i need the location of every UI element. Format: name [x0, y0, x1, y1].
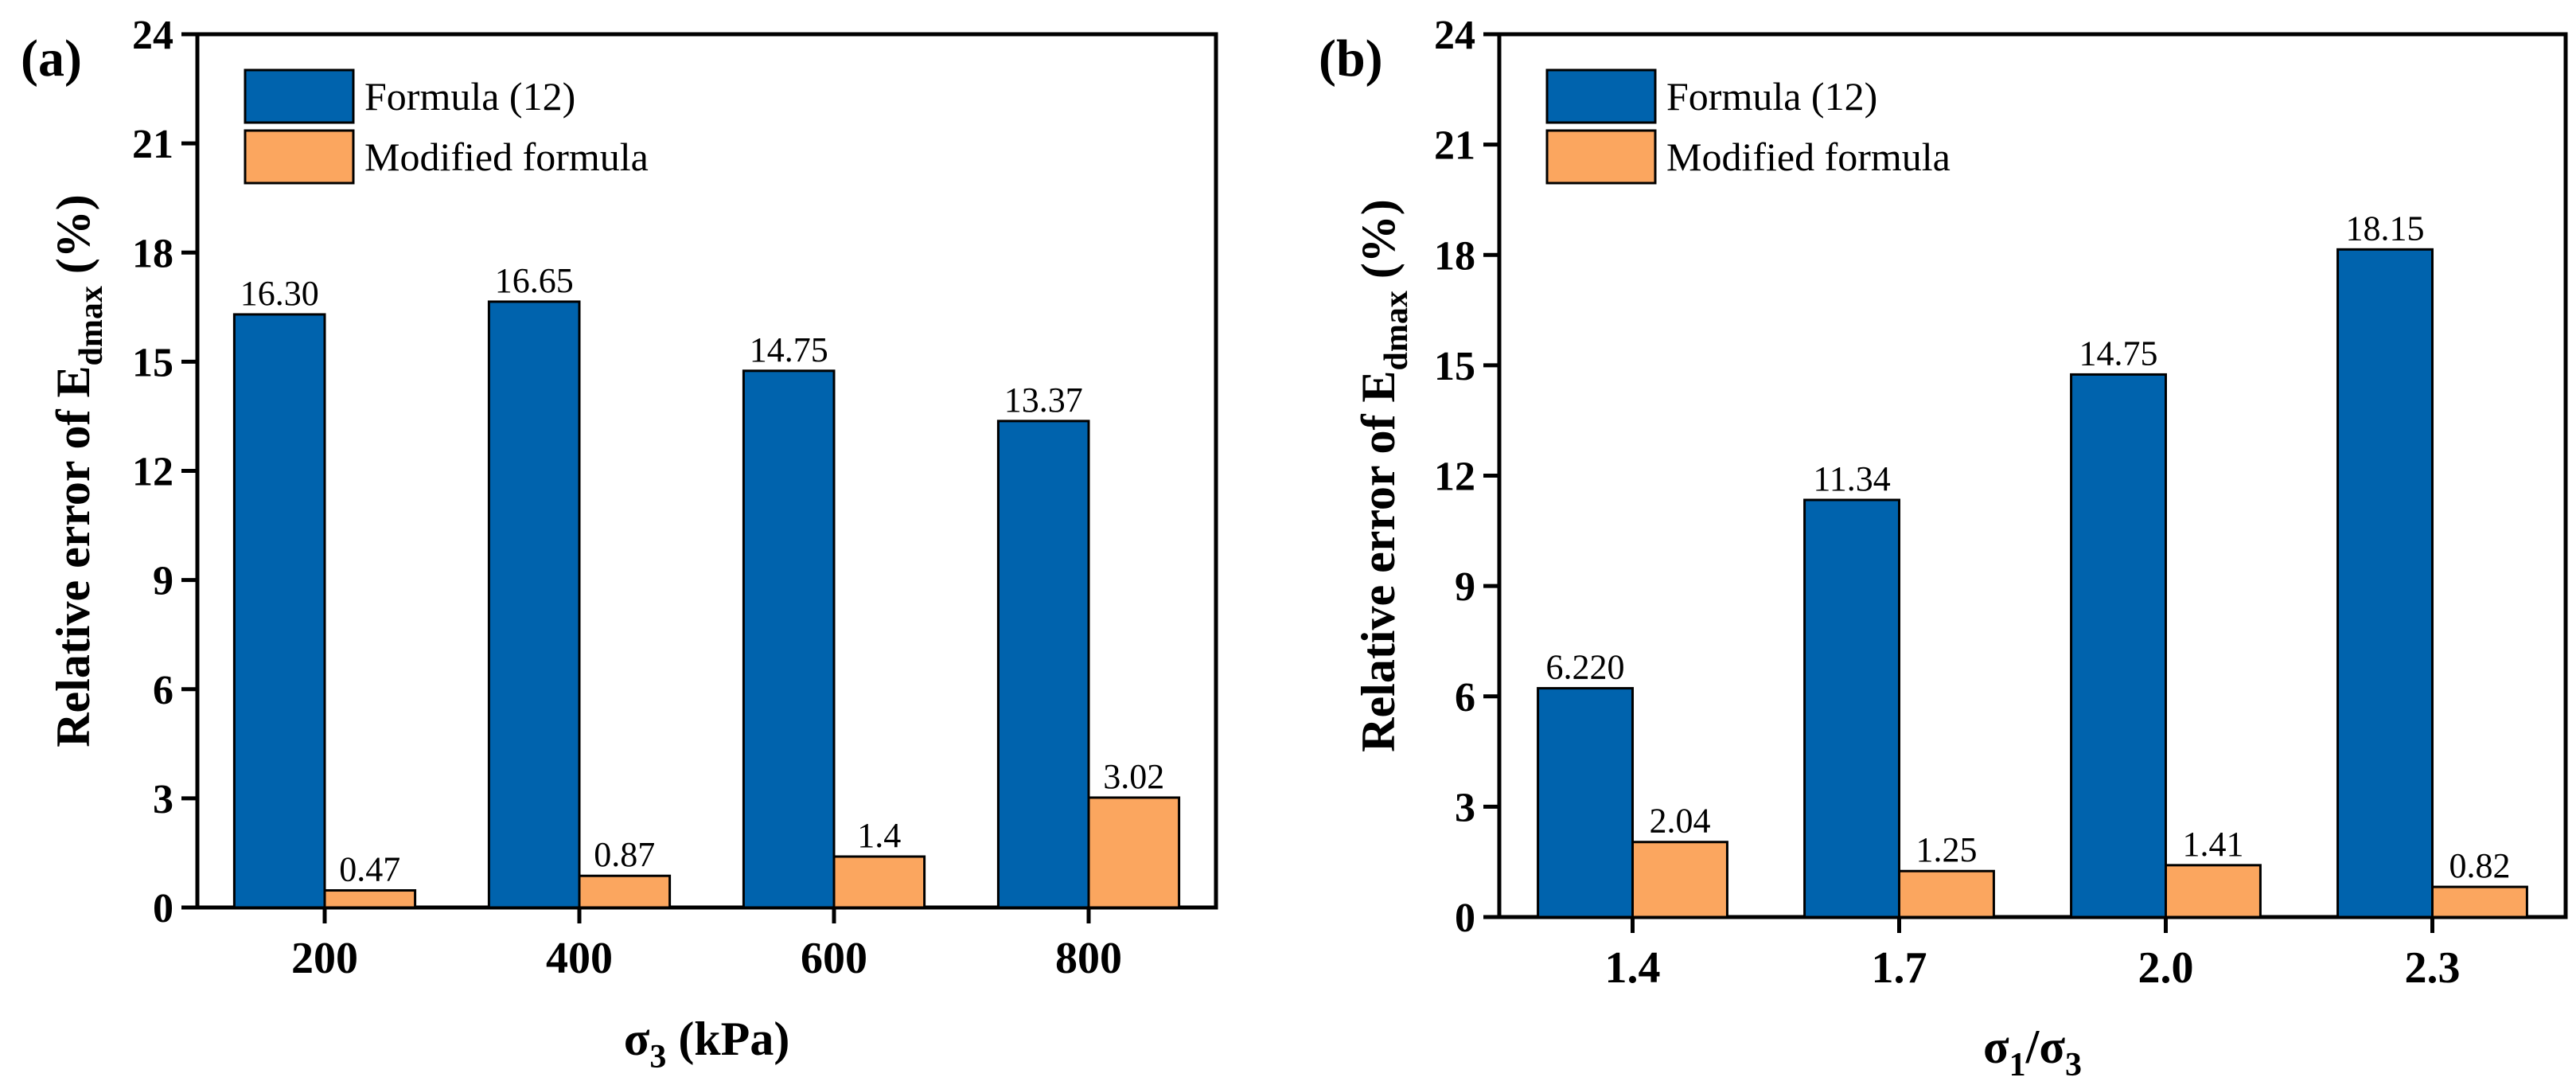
legend-label: Formula (12)	[364, 74, 575, 119]
legend-swatch-formula-12	[244, 68, 355, 124]
x-axis-title-main: σ	[1983, 1021, 2009, 1073]
x-tick-label: 600	[801, 934, 867, 983]
data-label: 0.87	[594, 835, 655, 874]
bar-formula-12	[1537, 687, 1634, 919]
x-axis-title-main: σ	[624, 1013, 650, 1065]
bar-formula-12	[232, 313, 326, 909]
bar-modified-formula	[1087, 796, 1181, 909]
x-axis-title-unit: (kPa)	[666, 1013, 789, 1065]
bar-modified-formula	[1898, 869, 1995, 919]
legend-label: Modified formula	[1666, 135, 1951, 179]
y-tick-label: 9	[153, 559, 173, 604]
data-label: 18.15	[2346, 209, 2425, 248]
y-axis-title-unit: (%)	[47, 194, 99, 286]
bar-modified-formula	[2165, 864, 2262, 919]
y-tick-label: 9	[1455, 564, 1475, 610]
y-axis-title-main: Relative error of E	[1352, 371, 1405, 752]
y-tick-label: 18	[1434, 233, 1475, 279]
y-axis-title: Relative error of Edmax (%)	[47, 194, 110, 747]
y-tick-label: 15	[132, 340, 173, 385]
bar-modified-formula	[1631, 841, 1728, 919]
x-axis-title-subscript-2: 3	[2065, 1047, 2082, 1083]
data-label: 0.82	[2449, 846, 2510, 885]
y-tick-label: 0	[153, 886, 173, 931]
legend-swatch-modified-formula	[1545, 129, 1657, 185]
y-tick-label: 3	[1455, 785, 1475, 830]
y-tick-label: 24	[132, 13, 173, 58]
bar-modified-formula	[323, 889, 417, 909]
data-label: 11.34	[1813, 459, 1890, 498]
y-axis-title-subscript: dmax	[1378, 291, 1415, 370]
x-tick-label: 800	[1055, 934, 1122, 983]
chart-panel-a: 0 3 6 9 12 15 18 21 24 200 16.30 0.47 400 16.65 0.87 60…	[21, 13, 1218, 1075]
x-tick-label: 200	[291, 934, 358, 983]
data-label: 16.65	[495, 261, 574, 300]
chart-panel-b: 0 3 6 9 12 15 18 21 24 1.4 6.220 2.04 1.7 11.34 1.25 2.…	[1319, 13, 2568, 1083]
x-axis-title: σ3 (kPa)	[624, 1013, 790, 1075]
legend-label: Modified formula	[364, 135, 649, 179]
data-label: 3.02	[1103, 757, 1164, 796]
data-label: 2.04	[1649, 802, 1710, 841]
y-tick-label: 15	[1434, 344, 1475, 389]
x-axis-title-subscript: 3	[649, 1039, 666, 1075]
y-axis-title: Relative error of Edmax (%)	[1352, 199, 1415, 752]
y-axis-title-unit: (%)	[1352, 199, 1405, 291]
data-label: 13.37	[1004, 381, 1083, 420]
bar-modified-formula	[832, 855, 926, 909]
x-axis-title-mid: /σ	[2025, 1021, 2066, 1073]
data-label: 1.25	[1915, 830, 1977, 869]
bar-formula-12	[996, 420, 1090, 909]
y-tick-label: 6	[1455, 675, 1475, 720]
y-tick-label: 21	[1434, 123, 1475, 169]
legend-label: Formula (12)	[1666, 74, 1877, 119]
x-tick-label: 1.4	[1605, 943, 1661, 993]
data-label: 14.75	[750, 330, 828, 369]
y-tick-label: 12	[132, 450, 173, 495]
y-tick-label: 18	[132, 231, 173, 276]
x-tick-label: 1.7	[1872, 943, 1927, 993]
panel-label: (a)	[21, 29, 82, 88]
bar-modified-formula	[578, 874, 672, 909]
bar-formula-12	[742, 369, 836, 909]
y-tick-label: 6	[153, 668, 173, 713]
bar-modified-formula	[2431, 885, 2528, 919]
bar-formula-12	[2336, 248, 2434, 919]
data-label: 6.220	[1546, 648, 1625, 687]
y-tick-label: 0	[1455, 896, 1475, 941]
y-axis-title-main: Relative error of E	[47, 366, 99, 747]
x-tick-label: 2.3	[2405, 943, 2461, 993]
x-axis-title: σ1/σ3	[1983, 1021, 2082, 1083]
panel-label: (b)	[1319, 29, 1383, 88]
y-tick-label: 24	[1434, 13, 1475, 58]
y-tick-label: 12	[1434, 455, 1475, 500]
data-label: 14.75	[2079, 334, 2158, 373]
legend-swatch-modified-formula	[244, 129, 355, 185]
bar-formula-12	[1803, 498, 1900, 919]
y-tick-label: 3	[153, 777, 173, 822]
data-label: 1.4	[857, 816, 901, 855]
x-tick-label: 2.0	[2138, 943, 2194, 993]
data-label: 0.47	[339, 850, 400, 889]
data-label: 16.30	[240, 274, 319, 313]
legend-swatch-formula-12	[1545, 68, 1657, 124]
bar-formula-12	[2070, 373, 2167, 919]
x-tick-label: 400	[546, 934, 613, 983]
x-axis-title-subscript: 1	[2009, 1047, 2026, 1083]
y-axis-title-subscript: dmax	[73, 286, 110, 365]
data-label: 1.41	[2182, 825, 2243, 864]
y-tick-label: 21	[132, 122, 173, 167]
bar-formula-12	[487, 300, 581, 909]
